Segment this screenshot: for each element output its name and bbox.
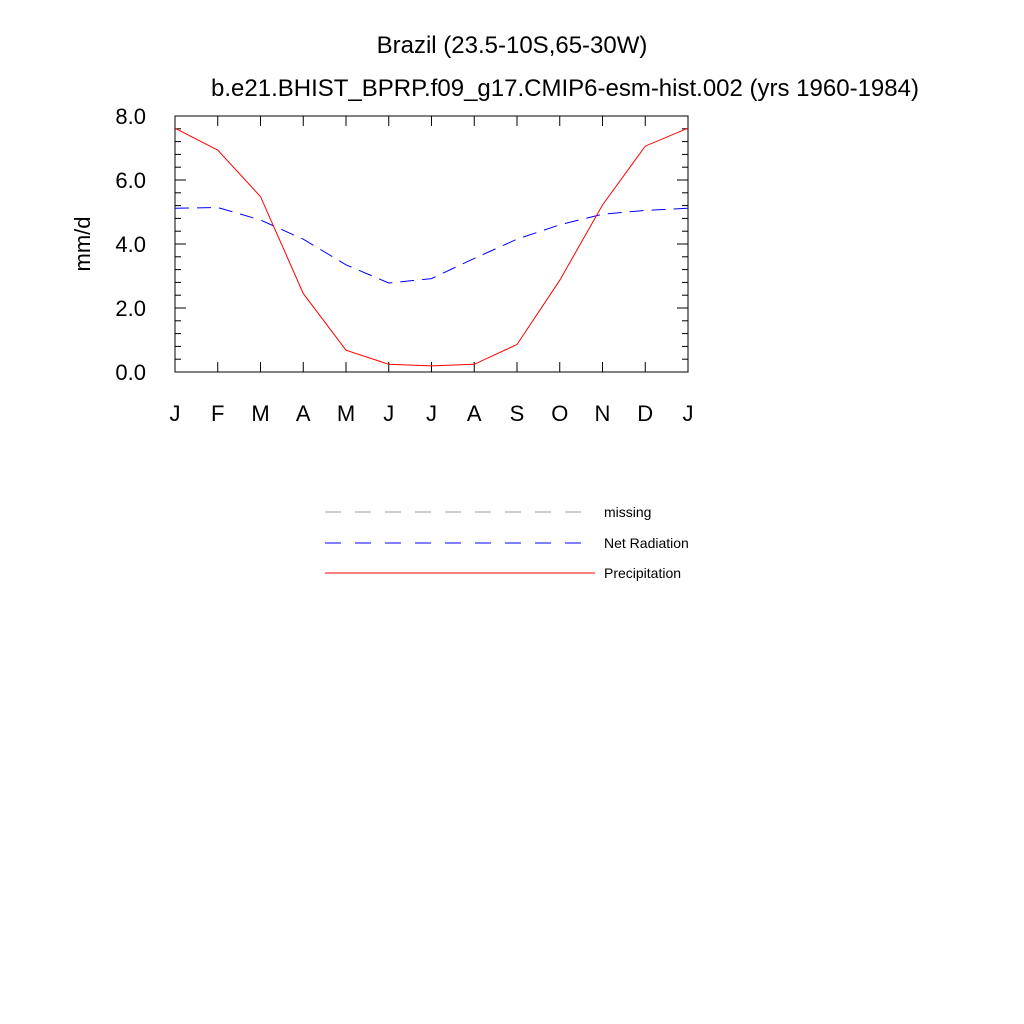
x-tick-label: J [683,401,694,426]
y-tick-label: 0.0 [115,360,146,385]
y-tick-label: 4.0 [115,232,146,257]
plot-frame [174,115,689,373]
y-tick-label: 8.0 [115,104,146,129]
legend-label-missing: missing [604,504,651,520]
y-tick-label: 6.0 [115,168,146,193]
series-line-net-radiation [174,206,689,284]
x-tick-label: J [383,401,394,426]
x-tick-label: M [337,401,355,426]
x-tick-label: D [637,401,653,426]
x-tick-label: J [170,401,181,426]
x-tick-label: J [426,401,437,426]
x-tick-label: N [595,401,611,426]
x-tick-label: F [211,401,224,426]
chart-subtitle: b.e21.BHIST_BPRP.f09_g17.CMIP6-esm-hist.… [211,75,919,102]
legend-label-net-radiation: Net Radiation [604,535,689,551]
x-tick-label: O [551,401,568,426]
x-tick-label: S [510,401,525,426]
series-line-precipitation [174,127,689,367]
x-tick-label: A [296,401,311,426]
x-tick-label: M [251,401,269,426]
legend: missing Net Radiation Precipitation [325,504,689,581]
legend-label-precipitation: Precipitation [604,565,681,581]
x-tick-label: A [467,401,482,426]
y-tick-label: 2.0 [115,296,146,321]
plot-area: J F M A M J J A S O N D J 0.0 2.0 4.0 6.0 8.0 [115,104,693,426]
chart-title: Brazil (23.5-10S,65-30W) [377,32,648,59]
y-axis-label: mm/d [70,217,95,272]
